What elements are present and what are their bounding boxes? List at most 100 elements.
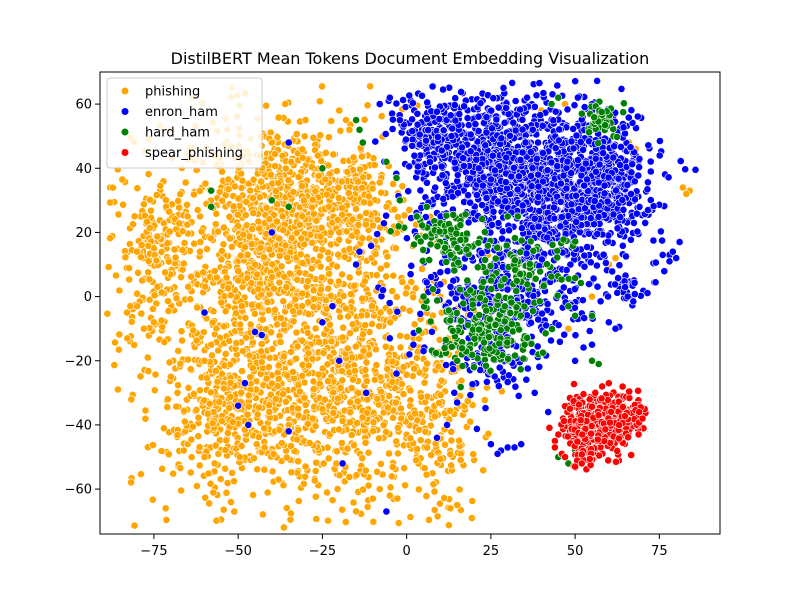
data-point (585, 280, 593, 288)
data-point (391, 398, 400, 407)
data-point (535, 207, 544, 215)
data-point (337, 439, 346, 447)
data-point (275, 278, 284, 287)
data-point (318, 245, 327, 254)
data-point (174, 381, 182, 390)
data-point (386, 483, 395, 492)
data-point (367, 241, 375, 250)
data-point (164, 307, 173, 315)
data-point (146, 195, 154, 204)
data-point (359, 485, 367, 494)
data-point (119, 200, 127, 209)
data-point (309, 385, 318, 394)
data-point (301, 472, 309, 481)
x-tick-label: −75 (140, 544, 167, 559)
data-point (480, 396, 489, 404)
data-point (403, 332, 411, 341)
data-point (209, 307, 218, 316)
data-point (406, 386, 415, 395)
data-point (304, 310, 313, 318)
data-point (351, 342, 360, 351)
data-point (137, 309, 146, 318)
data-point (604, 173, 613, 182)
data-point (422, 492, 431, 500)
data-point (376, 459, 385, 468)
data-point (434, 362, 443, 371)
data-point (308, 195, 317, 204)
data-point (189, 422, 197, 431)
data-point (559, 283, 568, 292)
data-point (628, 160, 637, 169)
data-point (326, 277, 335, 286)
data-point (126, 302, 135, 311)
data-point (257, 358, 266, 366)
data-point (382, 427, 390, 436)
data-point (300, 132, 309, 141)
data-point (312, 216, 321, 225)
data-point (258, 510, 267, 519)
data-point (506, 131, 514, 140)
data-point (226, 392, 235, 401)
data-point (404, 187, 413, 196)
data-point (535, 79, 544, 87)
data-point (208, 318, 217, 327)
data-point (539, 89, 548, 97)
data-point (358, 234, 367, 243)
data-point (324, 133, 333, 142)
data-point (501, 178, 510, 187)
data-point (144, 241, 153, 250)
data-point (307, 162, 316, 171)
data-point (494, 197, 502, 206)
data-point (262, 203, 271, 212)
data-point (530, 214, 539, 223)
data-point (289, 188, 298, 196)
data-point (634, 171, 643, 180)
data-point (172, 402, 181, 411)
data-point (176, 190, 185, 199)
data-point (643, 185, 652, 194)
data-point (260, 443, 269, 452)
data-point (275, 251, 284, 260)
data-point (297, 234, 306, 243)
data-point (336, 313, 344, 321)
data-point (224, 284, 232, 293)
data-point (287, 234, 296, 242)
data-point (271, 187, 280, 195)
data-point (104, 263, 113, 271)
data-point (158, 322, 167, 331)
data-point (234, 267, 243, 275)
data-point (206, 479, 215, 488)
data-point (615, 261, 624, 270)
data-point (269, 450, 278, 458)
data-point (249, 194, 257, 202)
data-point (311, 492, 320, 501)
data-point (247, 279, 256, 287)
data-point (567, 169, 576, 177)
data-point (618, 241, 627, 250)
data-point (324, 284, 333, 293)
data-point (457, 88, 465, 96)
data-point (184, 383, 193, 392)
data-point (681, 165, 690, 174)
data-point (559, 171, 568, 180)
data-point (657, 227, 665, 236)
data-point (132, 247, 141, 256)
data-point (115, 345, 123, 354)
data-point (386, 318, 394, 327)
data-point (276, 314, 285, 322)
data-point (332, 447, 341, 456)
data-point (348, 215, 357, 224)
data-point (391, 244, 400, 253)
data-point (121, 253, 130, 262)
data-point (588, 292, 596, 301)
data-point (406, 434, 415, 443)
data-point (400, 464, 409, 473)
data-point (229, 202, 238, 211)
data-point (528, 164, 537, 172)
data-point (253, 465, 262, 474)
data-point (586, 214, 595, 223)
data-point (190, 239, 198, 248)
data-point (150, 291, 159, 300)
data-point (298, 336, 307, 345)
